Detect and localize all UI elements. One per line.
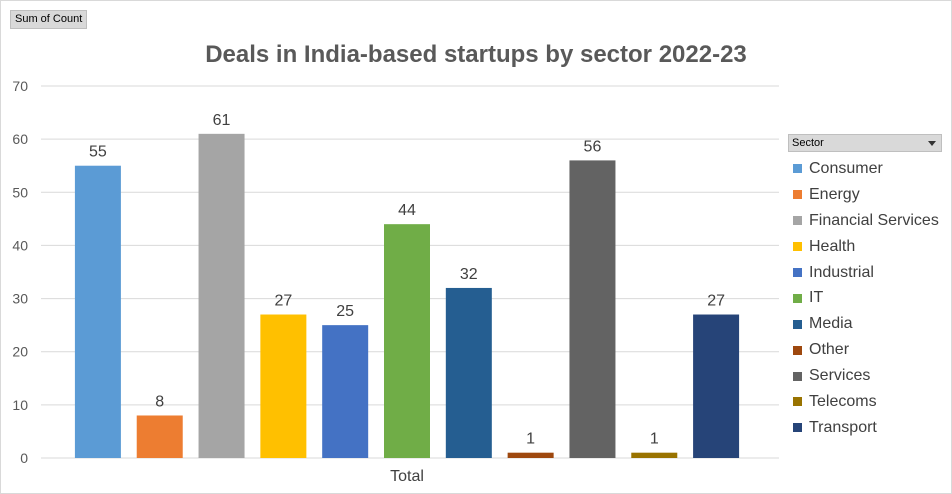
legend-item-media[interactable]: Media bbox=[788, 311, 942, 337]
y-tick-label: 0 bbox=[20, 450, 28, 466]
legend-label: Media bbox=[809, 315, 853, 333]
legend-swatch bbox=[793, 216, 802, 226]
legend-item-health[interactable]: Health bbox=[788, 234, 942, 260]
dropdown-arrow-icon[interactable] bbox=[928, 141, 936, 146]
legend-swatch bbox=[793, 345, 802, 355]
legend-swatch bbox=[793, 190, 802, 200]
y-tick-label: 20 bbox=[12, 344, 28, 360]
legend-label: Health bbox=[809, 237, 856, 255]
data-label: 27 bbox=[707, 293, 725, 310]
x-category-label: Total bbox=[390, 468, 424, 485]
legend-item-consumer[interactable]: Consumer bbox=[788, 156, 942, 182]
legend-label: Consumer bbox=[809, 159, 883, 177]
legend-swatch bbox=[793, 371, 802, 381]
bar-services[interactable] bbox=[569, 160, 616, 458]
legend-swatch bbox=[793, 293, 802, 303]
data-labels: 55 8 61 27 25 44 32 1 56 1 27 bbox=[89, 112, 725, 448]
legend-swatch bbox=[793, 423, 802, 433]
legend-swatch bbox=[793, 164, 802, 174]
legend-item-it[interactable]: IT bbox=[788, 285, 942, 311]
legend-filter-button[interactable]: Sector bbox=[788, 134, 942, 152]
legend-item-services[interactable]: Services bbox=[788, 363, 942, 389]
bar-energy[interactable] bbox=[136, 415, 183, 458]
x-axis: Total bbox=[390, 468, 424, 485]
data-label: 61 bbox=[213, 112, 231, 129]
legend-swatch bbox=[793, 319, 802, 329]
bar-industrial[interactable] bbox=[322, 325, 369, 458]
legend-label: Other bbox=[809, 341, 850, 359]
bar-it[interactable] bbox=[384, 224, 430, 458]
data-label: 44 bbox=[398, 202, 416, 219]
y-tick-label: 10 bbox=[12, 397, 28, 413]
legend-item-financial-services[interactable]: Financial Services bbox=[788, 208, 942, 234]
legend-item-telecoms[interactable]: Telecoms bbox=[788, 389, 942, 415]
legend-label: Telecoms bbox=[809, 392, 877, 410]
bar-other[interactable] bbox=[507, 452, 554, 458]
legend-items: Consumer Energy Financial Services Health In… bbox=[788, 156, 942, 441]
y-tick-label: 70 bbox=[12, 78, 28, 94]
legend-label: Financial Services bbox=[809, 211, 939, 229]
data-label: 1 bbox=[526, 431, 535, 448]
legend-item-transport[interactable]: Transport bbox=[788, 415, 942, 441]
legend-item-industrial[interactable]: Industrial bbox=[788, 260, 942, 286]
pivot-value-field-button[interactable]: Sum of Count bbox=[10, 10, 88, 29]
data-label: 27 bbox=[274, 293, 292, 310]
y-tick-label: 60 bbox=[12, 131, 28, 147]
bars bbox=[74, 133, 740, 459]
bar-financial-services[interactable] bbox=[198, 133, 245, 459]
legend-title: Sector bbox=[792, 137, 824, 149]
y-tick-label: 30 bbox=[12, 291, 28, 307]
y-tick-label: 50 bbox=[12, 184, 28, 200]
legend-item-other[interactable]: Other bbox=[788, 337, 942, 363]
data-label: 32 bbox=[460, 266, 478, 283]
bar-media[interactable] bbox=[445, 287, 492, 458]
y-axis: 0 10 20 30 40 50 60 70 bbox=[12, 78, 28, 466]
data-label: 55 bbox=[89, 144, 107, 161]
legend-swatch bbox=[793, 397, 802, 407]
chart-title: Deals in India-based startups by sector … bbox=[205, 41, 747, 68]
y-tick-label: 40 bbox=[12, 237, 28, 253]
bar-consumer[interactable] bbox=[74, 165, 121, 458]
legend-swatch bbox=[793, 268, 802, 277]
data-label: 56 bbox=[584, 138, 602, 155]
bar-health[interactable] bbox=[260, 314, 307, 458]
bar-transport[interactable] bbox=[693, 314, 740, 458]
legend-label: IT bbox=[809, 289, 824, 307]
data-label: 25 bbox=[336, 303, 354, 320]
bar-telecoms[interactable] bbox=[631, 452, 678, 458]
legend-label: Services bbox=[809, 367, 871, 385]
legend-label: Energy bbox=[809, 185, 860, 203]
legend-label: Industrial bbox=[809, 263, 874, 281]
legend-swatch bbox=[793, 242, 802, 252]
legend-item-energy[interactable]: Energy bbox=[788, 182, 942, 208]
data-label: 1 bbox=[650, 431, 659, 448]
legend: Sector Consumer Energy Financial Services H… bbox=[788, 134, 942, 441]
legend-label: Transport bbox=[809, 418, 877, 436]
data-label: 8 bbox=[155, 393, 164, 410]
